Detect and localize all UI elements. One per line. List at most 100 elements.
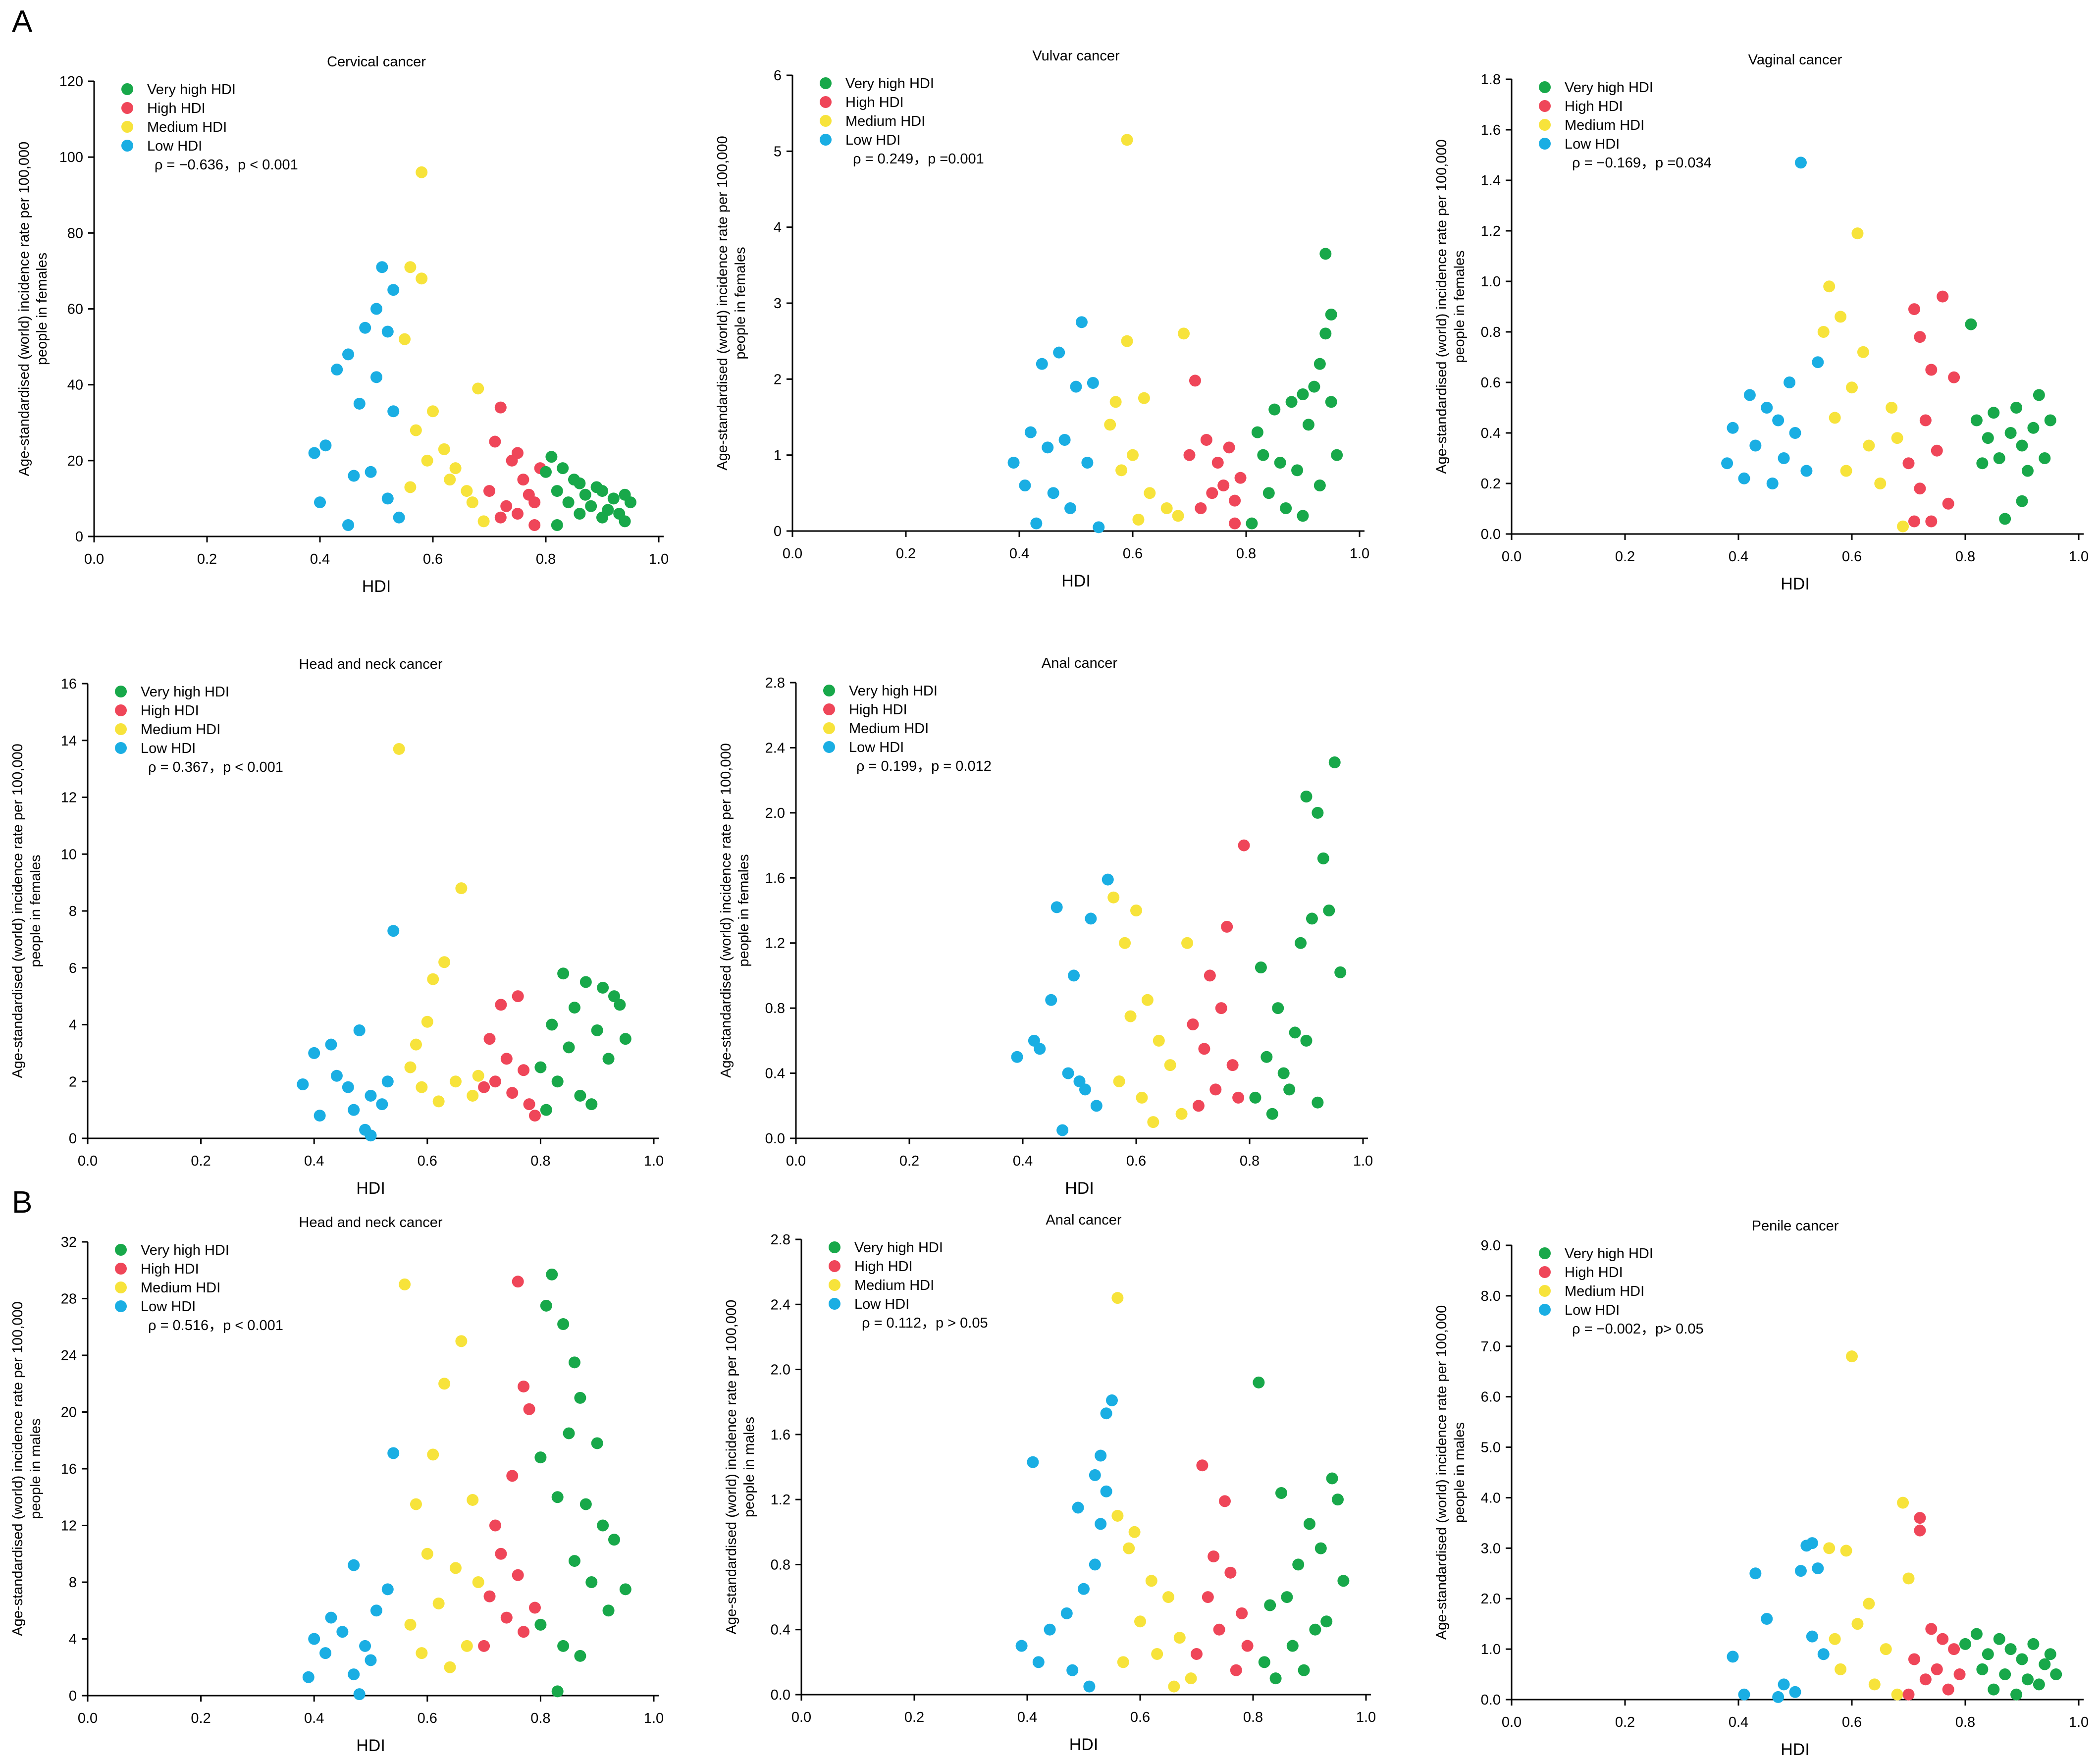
chart-8-y-label: people in males xyxy=(1452,1422,1468,1523)
chart-8-point-very-high-hdi xyxy=(2050,1668,2062,1681)
chart-8-point-medium-hdi xyxy=(1868,1678,1881,1691)
chart-3-legend-marker xyxy=(1539,100,1551,112)
chart-8-x-tick-label: 0.2 xyxy=(1615,1714,1635,1730)
chart-1-point-medium-hdi xyxy=(472,382,484,395)
chart-2-point-low-hdi xyxy=(1070,380,1082,393)
chart-4-point-very-high-hdi xyxy=(551,1075,564,1088)
chart-1-point-very-high-hdi xyxy=(562,496,575,509)
chart-5-point-medium-hdi xyxy=(1130,905,1142,916)
chart-7-y-tick-label: 2.4 xyxy=(771,1297,790,1313)
chart-3-point-medium-hdi xyxy=(1857,346,1869,358)
chart-4-y-tick-label: 6 xyxy=(69,961,77,976)
chart-2-legend-marker xyxy=(820,77,832,89)
chart-5-x-tick-label: 0.0 xyxy=(786,1153,806,1169)
chart-1-point-medium-hdi xyxy=(466,496,478,509)
chart-7-point-medium-hdi xyxy=(1134,1615,1146,1628)
chart-1-point-low-hdi xyxy=(381,325,394,338)
chart-6-point-very-high-hdi xyxy=(591,1437,603,1449)
chart-8-point-high-hdi xyxy=(1908,1653,1920,1665)
chart-7-point-high-hdi xyxy=(1219,1495,1231,1507)
chart-4-x-label: HDI xyxy=(356,1179,385,1198)
chart-1-y-tick-label: 80 xyxy=(67,225,83,241)
chart-7-point-medium-hdi xyxy=(1162,1591,1174,1603)
chart-8-point-high-hdi xyxy=(1902,1688,1915,1701)
chart-1-point-high-hdi xyxy=(483,485,495,497)
chart-4-title: Head and neck cancer xyxy=(299,656,443,672)
chart-8-point-medium-hdi xyxy=(1891,1688,1903,1701)
chart-6-point-very-high-hdi xyxy=(585,1576,598,1588)
chart-1-point-very-high-hdi xyxy=(619,515,631,528)
chart-7-point-very-high-hdi xyxy=(1332,1494,1344,1506)
chart-5-point-very-high-hdi xyxy=(1272,1002,1284,1014)
chart-3-point-medium-hdi xyxy=(1874,478,1887,489)
chart-5-point-very-high-hdi xyxy=(1300,1034,1312,1047)
chart-1-point-low-hdi xyxy=(381,492,394,505)
chart-1-point-high-hdi xyxy=(494,401,507,414)
chart-2-y-tick-label: 4 xyxy=(774,220,782,236)
chart-7-point-high-hdi xyxy=(1208,1550,1220,1563)
chart-3-y-tick-label: 0.8 xyxy=(1481,324,1501,340)
chart-7-point-high-hdi xyxy=(1213,1623,1225,1636)
chart-2-point-medium-hdi xyxy=(1115,464,1128,477)
chart-2-legend-marker xyxy=(820,134,832,146)
chart-1-point-low-hdi xyxy=(359,321,371,334)
chart-1-y-label: Age-standardised (world) incidence rate … xyxy=(16,142,32,476)
chart-7-point-high-hdi xyxy=(1191,1648,1203,1660)
chart-1-point-low-hdi xyxy=(387,405,400,418)
chart-4-point-medium-hdi xyxy=(404,1061,417,1073)
chart-4-point-very-high-hdi xyxy=(597,981,609,994)
chart-6-point-very-high-hdi xyxy=(608,1534,620,1546)
chart-2-point-very-high-hdi xyxy=(1274,457,1286,469)
chart-5-x-tick-label: 0.4 xyxy=(1013,1153,1033,1169)
chart-6-point-very-high-hdi xyxy=(602,1604,615,1617)
chart-6-point-low-hdi xyxy=(325,1611,337,1624)
chart-7-point-very-high-hdi xyxy=(1309,1623,1321,1636)
chart-4-y-tick-label: 0 xyxy=(69,1131,77,1147)
chart-3-point-very-high-hdi xyxy=(2004,427,2017,439)
chart-6-y-tick-label: 4 xyxy=(69,1632,77,1648)
chart-5-legend-marker xyxy=(823,703,835,715)
chart-7-y-tick-label: 2.0 xyxy=(771,1362,790,1378)
chart-6-point-medium-hdi xyxy=(455,1335,468,1347)
chart-4-point-medium-hdi xyxy=(410,1038,422,1051)
chart-7-legend-label: Very high HDI xyxy=(854,1240,943,1256)
chart-5-point-low-hdi xyxy=(1056,1124,1069,1136)
chart-4-point-very-high-hdi xyxy=(602,1053,615,1065)
chart-5-point-very-high-hdi xyxy=(1255,961,1267,973)
chart-7-y-tick-label: 0.0 xyxy=(771,1687,790,1703)
chart-6-point-low-hdi xyxy=(308,1633,320,1645)
chart-6-y-tick-label: 28 xyxy=(61,1291,77,1307)
chart-2-point-very-high-hdi xyxy=(1302,419,1314,431)
chart-2-point-very-high-hdi xyxy=(1331,449,1343,461)
chart-1-point-medium-hdi xyxy=(449,462,462,475)
chart-2-point-low-hdi xyxy=(1087,377,1099,389)
chart-1-point-very-high-hdi xyxy=(574,477,586,489)
chart-2-stat-annotation: ρ = 0.249，p =0.001 xyxy=(853,151,984,167)
chart-5-point-medium-hdi xyxy=(1136,1091,1148,1104)
chart-7-point-medium-hdi xyxy=(1111,1292,1124,1304)
chart-4-point-low-hdi xyxy=(342,1081,354,1093)
chart-7-point-very-high-hdi xyxy=(1269,1672,1282,1685)
chart-6-legend-marker xyxy=(115,1244,127,1256)
chart-5-point-low-hdi xyxy=(1034,1043,1046,1055)
chart-3-point-medium-hdi xyxy=(1817,326,1830,338)
chart-4-point-high-hdi xyxy=(483,1033,496,1045)
chart-5-point-low-hdi xyxy=(1090,1100,1102,1112)
chart-8-point-very-high-hdi xyxy=(2004,1643,2017,1655)
chart-8-x-tick-label: 0.8 xyxy=(1955,1714,1975,1730)
chart-5-point-very-high-hdi xyxy=(1266,1108,1278,1120)
chart-6-point-very-high-hdi xyxy=(568,1555,580,1567)
chart-7-point-medium-hdi xyxy=(1185,1672,1197,1685)
chart-4-y-tick-label: 2 xyxy=(69,1074,77,1090)
chart-1-point-high-hdi xyxy=(517,474,529,486)
chart-4-point-low-hdi xyxy=(381,1075,394,1088)
chart-2-point-low-hdi xyxy=(1019,480,1031,491)
chart-5-point-low-hdi xyxy=(1062,1067,1074,1079)
chart-3-point-low-hdi xyxy=(1789,427,1801,439)
chart-8-point-medium-hdi xyxy=(1897,1496,1909,1509)
chart-8-point-low-hdi xyxy=(1812,1562,1824,1575)
chart-8-legend-marker xyxy=(1539,1285,1551,1297)
chart-4-point-low-hdi xyxy=(365,1089,377,1102)
chart-8-point-low-hdi xyxy=(1794,1565,1807,1577)
chart-6-point-high-hdi xyxy=(512,1276,524,1288)
